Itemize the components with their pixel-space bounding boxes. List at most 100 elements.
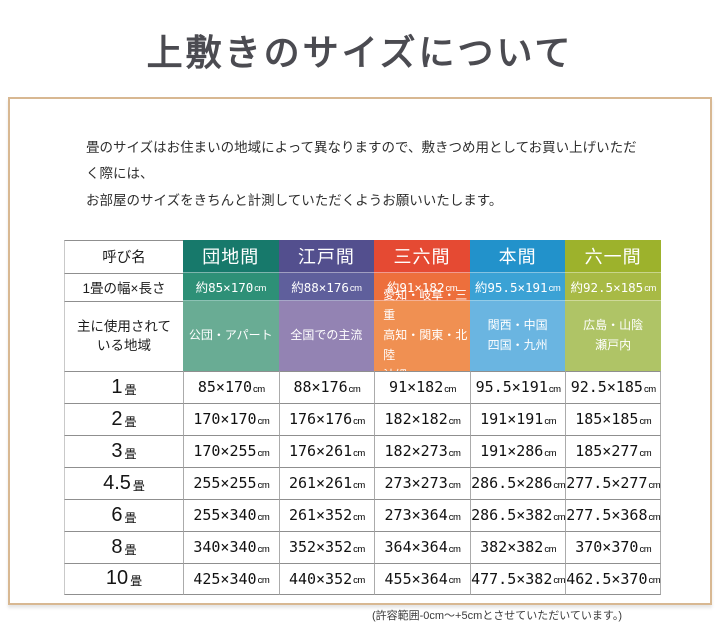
unit-label: cm xyxy=(544,447,557,459)
unit-label: cm xyxy=(544,415,557,427)
size-value: 176×176 xyxy=(288,410,353,429)
col-header-sabuma-label: 三六間 xyxy=(393,247,451,268)
size-value: 370×370 xyxy=(575,538,639,557)
size-cell: 277.5×368 cm xyxy=(565,498,661,531)
unit-label: cm xyxy=(448,415,461,427)
size-cell: 85×170 cm xyxy=(183,370,279,403)
row-size: 10 xyxy=(105,567,129,590)
unit-label: cm xyxy=(445,283,458,295)
col-header-edoma-label: 江戸間 xyxy=(297,247,355,268)
unit-label: cm xyxy=(254,283,266,295)
size-value: 255×255 xyxy=(193,474,257,493)
content-panel: 畳のサイズはお住まいの地域によって異なりますので、敷きつめ用としてお買い上げいた… xyxy=(8,97,712,622)
size-value: 95.5×191 xyxy=(475,378,548,397)
size-cell: 88×176 cm xyxy=(278,370,375,403)
size-cell: 255×255 cm xyxy=(183,466,279,499)
size-value: 191×286 xyxy=(480,442,544,461)
unit-label: cm xyxy=(648,511,661,523)
size-value: 364×364 xyxy=(384,538,448,557)
size-cell: 340×340 cm xyxy=(183,530,279,563)
unit-label: cm xyxy=(353,479,365,491)
width-cell-rokuichima: 約92.5×185 cm xyxy=(565,272,661,301)
region-line: 広島・山陰 xyxy=(583,318,644,333)
unit-label: cm xyxy=(349,283,362,295)
size-cell: 95.5×191 cm xyxy=(469,370,566,403)
size-value: 182×273 xyxy=(384,442,448,461)
footnote: (許容範囲-0cm～+5cmとさせていただいています。) xyxy=(371,609,622,622)
unit-label: cm xyxy=(448,447,461,459)
unit-label: cm xyxy=(643,383,656,395)
size-value: 182×182 xyxy=(384,410,448,429)
region-cell-rokuichima: 広島・山陰 瀬戸内 xyxy=(565,300,661,371)
row-size: 4.5 xyxy=(103,471,131,494)
size-value: 477.5×382 xyxy=(471,569,553,588)
unit-label: cm xyxy=(648,479,661,491)
size-value: 176×261 xyxy=(288,442,353,461)
size-value: 191×191 xyxy=(480,410,544,429)
width-value: 約85×170 xyxy=(195,280,254,296)
unit-label: cm xyxy=(257,511,270,523)
unit-label: cm xyxy=(553,575,566,587)
tatami-suffix: 畳 xyxy=(124,414,137,429)
row-size: 6 xyxy=(111,503,123,526)
col-header-rokuichima-label: 六一間 xyxy=(584,247,642,268)
size-value: 261×261 xyxy=(288,474,353,493)
width-value: 約88×176 xyxy=(291,280,349,296)
width-cell-danchima: 約85×170 cm xyxy=(183,272,279,301)
tatami-suffix: 畳 xyxy=(132,478,145,493)
unit-label: cm xyxy=(553,511,566,523)
page-title: 上敷きのサイズについて xyxy=(146,32,574,74)
size-value: 340×340 xyxy=(193,538,257,557)
size-cell: 261×352 cm xyxy=(278,498,375,531)
unit-label: cm xyxy=(444,383,456,395)
region-cell-danchima: 公団・アパート xyxy=(183,300,279,371)
unit-label: cm xyxy=(257,415,270,427)
size-cell: 477.5×382 cm xyxy=(469,562,566,595)
size-cell: 261×261 cm xyxy=(278,466,375,499)
size-value: 170×170 xyxy=(193,410,257,429)
unit-label: cm xyxy=(639,543,652,555)
size-cell: 255×340 cm xyxy=(183,498,279,531)
size-value: 273×273 xyxy=(384,474,448,493)
row-size: 3 xyxy=(111,439,123,462)
size-cell: 191×191 cm xyxy=(469,402,566,435)
tatami-suffix: 畳 xyxy=(130,574,143,589)
col-header-danchima: 団地間 xyxy=(183,239,279,273)
row-header-region-line1: 主に使用されて xyxy=(76,318,172,334)
row-header-width: 1畳の幅×長さ xyxy=(64,272,183,301)
unit-label: cm xyxy=(448,479,461,491)
size-cell: 191×286 cm xyxy=(469,434,566,467)
region-line: 公団・アパート xyxy=(188,328,273,343)
size-cell: 364×364 cm xyxy=(374,530,470,563)
size-value: 273×364 xyxy=(384,506,448,525)
unit-label: cm xyxy=(353,543,365,555)
size-cell: 170×255 cm xyxy=(183,434,279,467)
region-line: 関西・中国 xyxy=(487,318,548,333)
size-table: 呼び名 団地間 江戸間 三六間 本間 六一間 1畳の幅×長さ 約85×170 cm… xyxy=(64,239,661,595)
unit-label: cm xyxy=(548,383,561,395)
col-header-sabuma: 三六間 xyxy=(374,239,470,273)
unit-label: cm xyxy=(353,575,365,587)
col-header-danchima-label: 団地間 xyxy=(202,247,260,268)
size-cell: 352×352 cm xyxy=(278,530,375,563)
row-label: 10 畳 xyxy=(64,562,183,595)
row-size: 1 xyxy=(111,375,123,398)
size-value: 261×352 xyxy=(288,506,353,525)
size-value: 455×364 xyxy=(384,569,448,588)
size-cell: 382×382 cm xyxy=(469,530,566,563)
row-header-region-line2: いる地域 xyxy=(97,338,151,354)
size-value: 277.5×368 xyxy=(566,506,648,525)
size-cell: 462.5×370 cm xyxy=(565,562,661,595)
size-value: 85×170 xyxy=(197,378,253,397)
size-value: 382×382 xyxy=(480,538,544,557)
region-line: 愛知・岐阜・三重 xyxy=(383,288,468,323)
col-header-honma-label: 本間 xyxy=(498,247,537,268)
unit-label: cm xyxy=(257,479,270,491)
size-value: 277.5×277 xyxy=(566,474,648,493)
size-value: 185×185 xyxy=(575,410,639,429)
size-cell: 277.5×277 cm xyxy=(565,466,661,499)
region-line: 全国での主流 xyxy=(290,328,363,343)
